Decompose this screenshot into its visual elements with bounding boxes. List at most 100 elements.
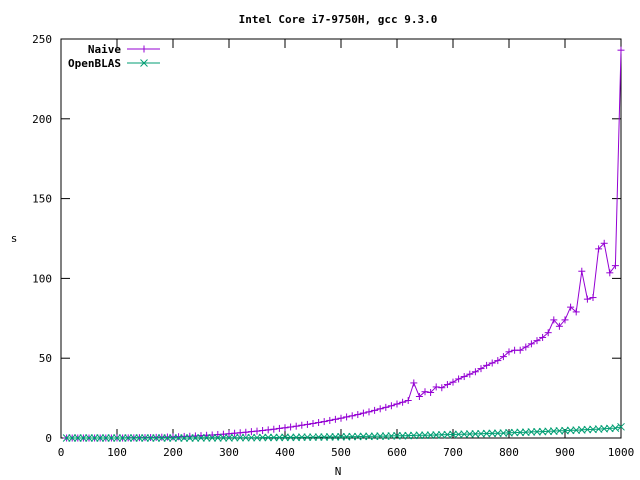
point-openblas	[79, 434, 88, 442]
point-openblas	[96, 434, 105, 442]
point-naive	[555, 322, 563, 330]
point-openblas	[381, 432, 390, 440]
point-naive	[259, 426, 267, 434]
point-naive	[539, 333, 547, 341]
point-openblas	[135, 434, 144, 442]
point-openblas	[555, 426, 564, 435]
point-naive	[561, 316, 569, 324]
point-openblas	[253, 433, 261, 442]
point-naive	[600, 239, 608, 247]
x-tick-label: 900	[555, 446, 575, 459]
legend-label-openblas: OpenBLAS	[68, 57, 121, 70]
point-openblas	[225, 433, 233, 442]
point-openblas	[247, 433, 256, 442]
point-naive	[494, 357, 502, 365]
point-naive	[583, 295, 591, 303]
y-tick-label: 150	[32, 193, 52, 206]
legend-marker-openblas	[140, 59, 148, 67]
point-openblas	[449, 430, 457, 439]
y-tick-label: 0	[45, 432, 52, 445]
series-naive	[63, 46, 625, 442]
point-naive	[343, 413, 351, 421]
point-naive	[303, 420, 311, 428]
point-openblas	[617, 422, 625, 431]
point-naive	[264, 426, 272, 434]
point-openblas	[230, 433, 239, 442]
x-tick-label: 800	[499, 446, 519, 459]
point-naive	[270, 425, 278, 433]
point-openblas	[482, 429, 491, 438]
point-naive	[382, 403, 390, 411]
x-tick-label: 700	[443, 446, 463, 459]
point-naive	[376, 405, 384, 413]
point-naive	[415, 393, 423, 401]
point-openblas	[426, 431, 435, 439]
x-tick-label: 500	[331, 446, 351, 459]
point-naive	[488, 359, 496, 367]
point-openblas	[376, 432, 385, 440]
point-naive	[505, 348, 513, 356]
point-openblas	[331, 433, 340, 441]
y-tick-label: 200	[32, 113, 52, 126]
point-naive	[309, 419, 317, 427]
point-naive	[533, 337, 541, 345]
point-naive	[572, 308, 580, 316]
point-naive	[371, 406, 379, 414]
point-openblas	[275, 433, 284, 442]
point-openblas	[437, 430, 446, 439]
point-naive	[550, 316, 558, 324]
point-openblas	[62, 434, 71, 442]
point-naive	[516, 346, 524, 354]
point-naive	[421, 388, 429, 396]
x-tick-label: 400	[275, 446, 295, 459]
point-openblas	[443, 430, 452, 439]
point-naive	[606, 269, 614, 277]
point-openblas	[359, 432, 368, 441]
point-openblas	[292, 433, 301, 442]
series-layer	[62, 46, 625, 442]
series-line-openblas	[66, 426, 622, 439]
point-naive	[595, 245, 603, 253]
point-naive	[387, 402, 395, 410]
point-openblas	[124, 434, 133, 442]
point-openblas	[118, 434, 127, 442]
point-openblas	[129, 434, 138, 442]
point-naive	[589, 294, 597, 302]
chart-title: Intel Core i7-9750H, gcc 9.3.0	[239, 13, 438, 26]
point-openblas	[185, 434, 194, 442]
point-openblas	[398, 431, 407, 440]
x-tick-labels: 0 100 200 300 400 500 600 700 800 900 1000	[58, 446, 635, 459]
point-naive	[393, 400, 401, 408]
point-naive	[427, 389, 435, 397]
point-openblas	[314, 433, 323, 441]
point-openblas	[213, 433, 222, 442]
point-naive	[253, 427, 261, 435]
point-openblas	[180, 434, 189, 442]
point-naive	[365, 408, 373, 416]
point-naive	[281, 424, 289, 432]
point-openblas	[465, 430, 474, 438]
point-openblas	[157, 434, 166, 442]
legend-marker-naive	[140, 45, 148, 53]
point-naive	[410, 379, 418, 387]
point-naive	[404, 396, 412, 404]
point-naive	[399, 398, 407, 406]
x-tick-label: 100	[107, 446, 127, 459]
point-naive	[331, 415, 339, 423]
plot-border	[60, 38, 622, 439]
point-naive	[471, 368, 479, 376]
point-naive	[443, 381, 451, 389]
point-naive	[242, 428, 250, 436]
point-naive	[578, 267, 586, 275]
point-openblas	[460, 430, 469, 439]
point-openblas	[493, 429, 502, 438]
x-tick-label: 300	[219, 446, 239, 459]
point-openblas	[107, 434, 116, 442]
point-openblas	[337, 432, 345, 441]
point-openblas	[365, 432, 373, 441]
point-naive	[477, 365, 485, 373]
x-tick-label: 1000	[608, 446, 635, 459]
x-tick-label: 600	[387, 446, 407, 459]
point-naive	[275, 424, 283, 432]
point-openblas	[477, 429, 485, 438]
